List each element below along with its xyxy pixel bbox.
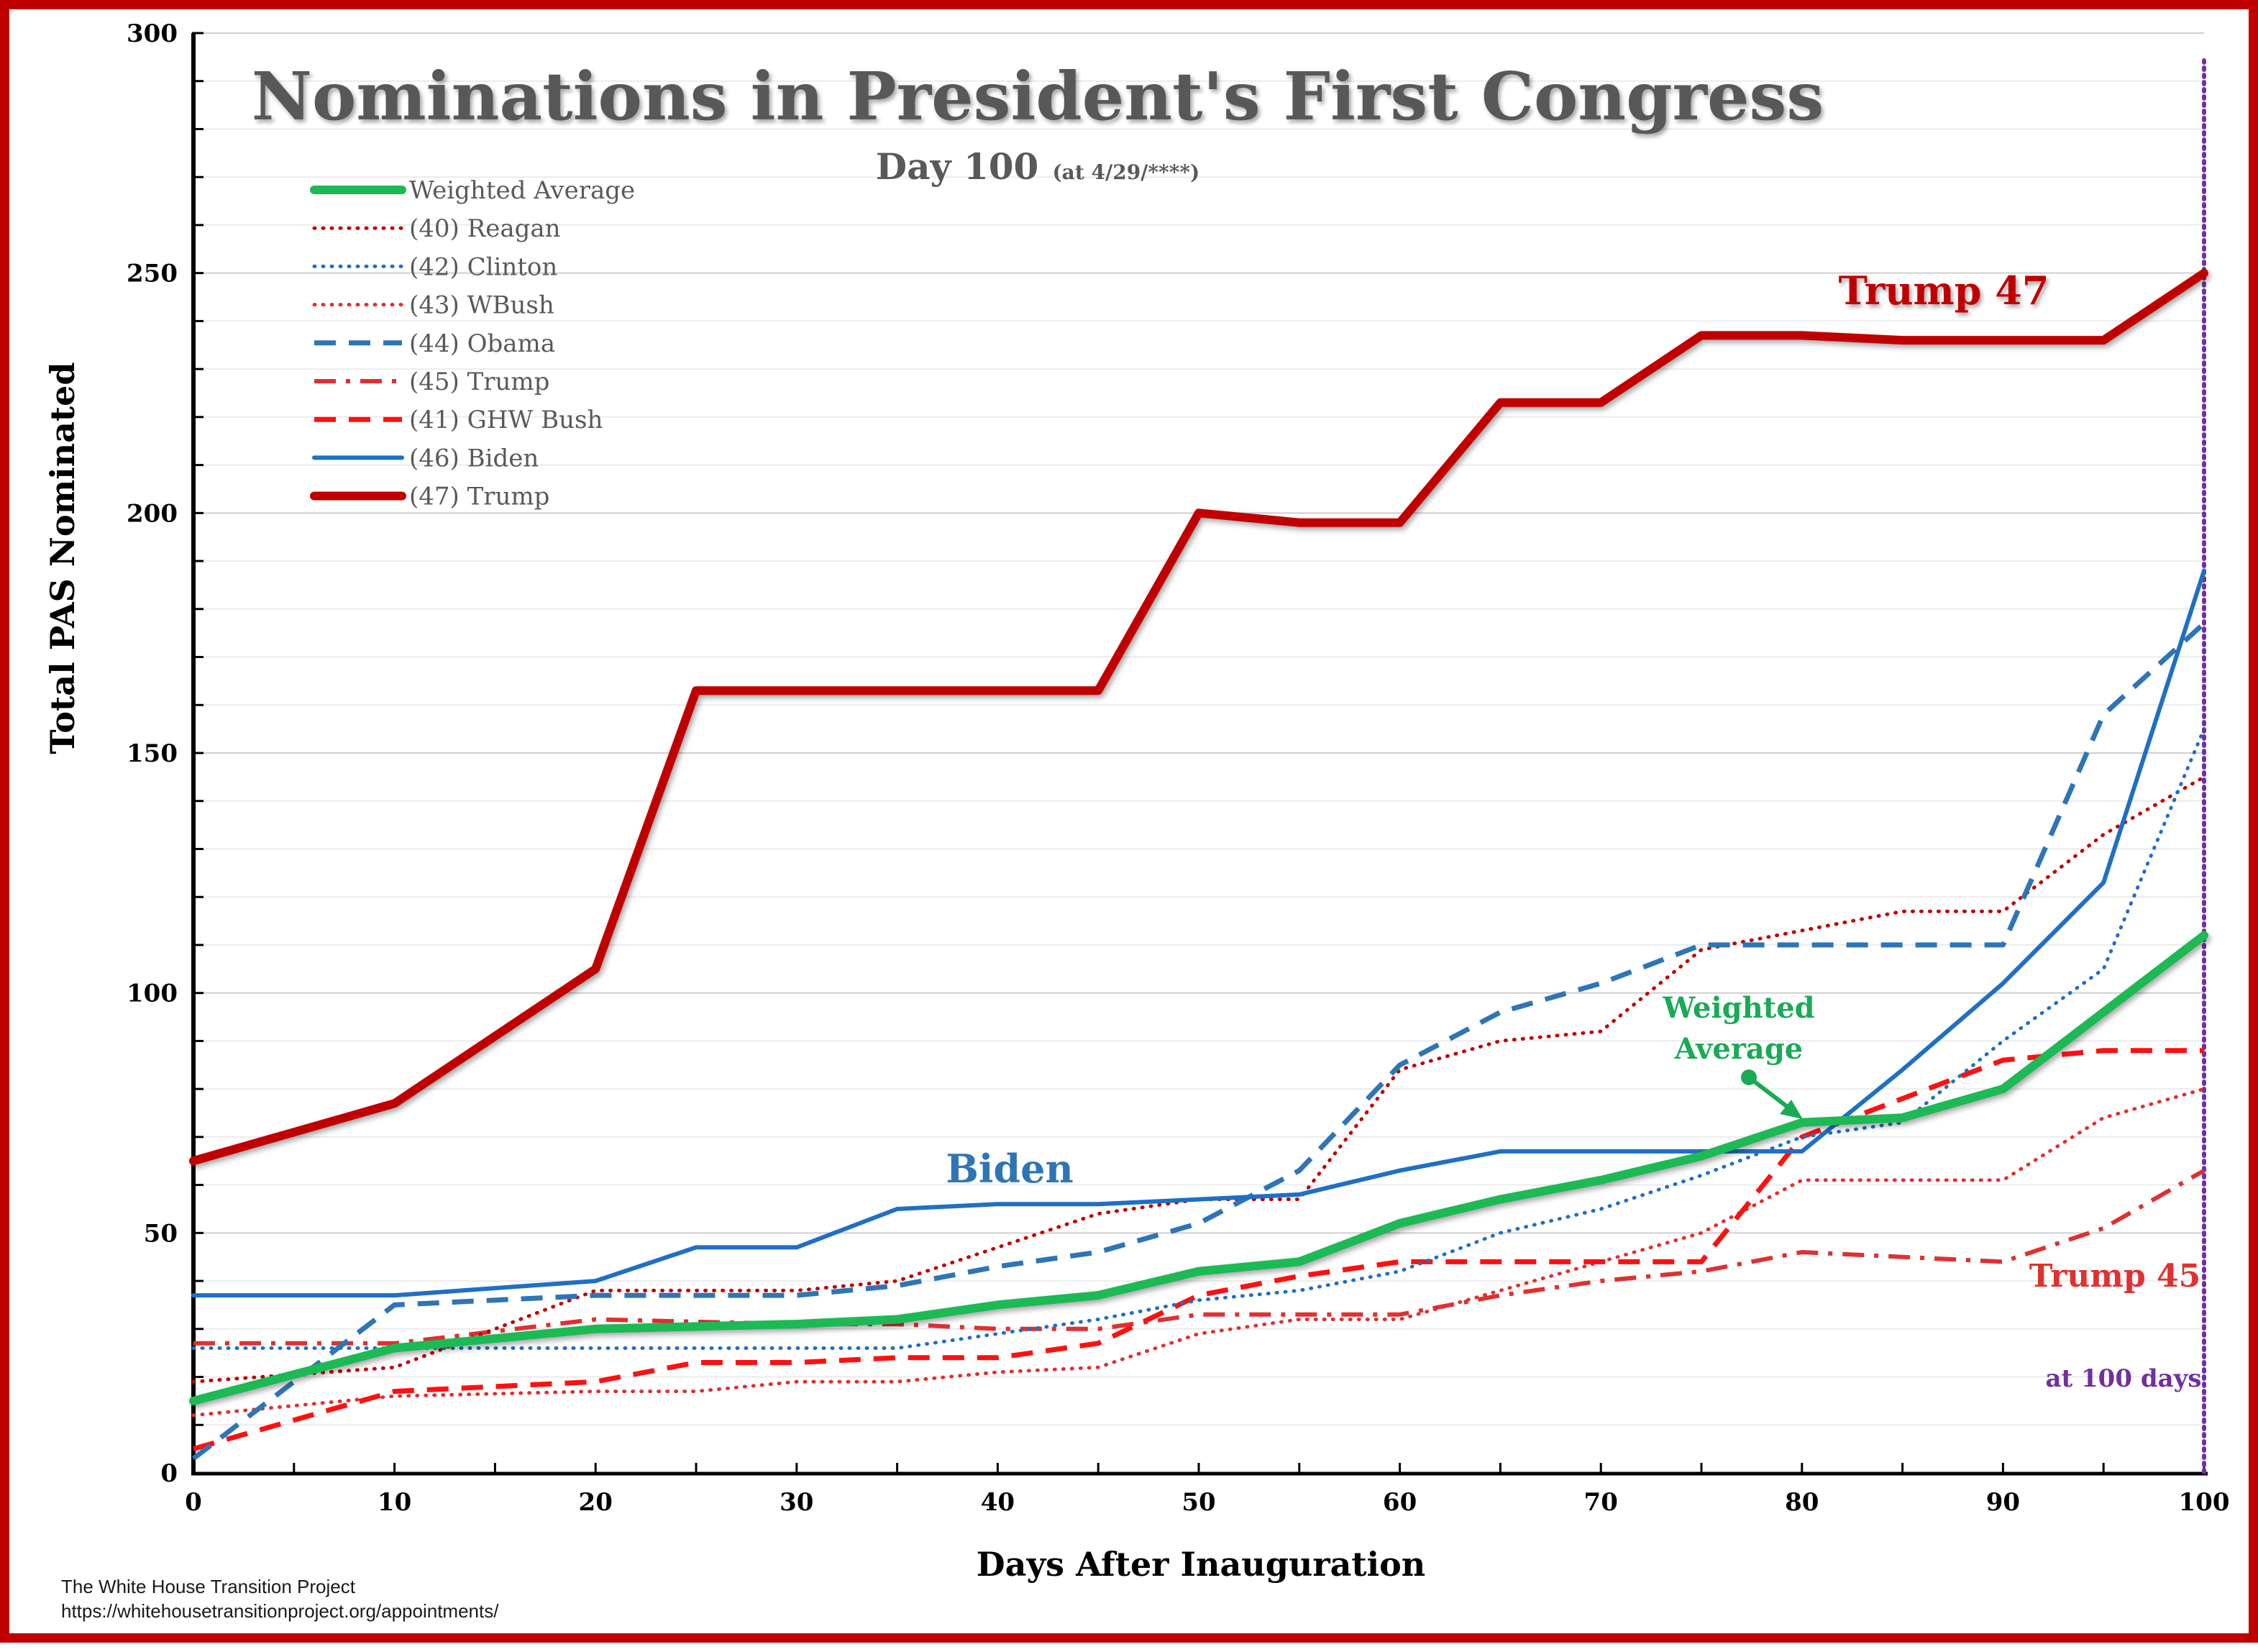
x-tick-label: 80 <box>1785 1488 1819 1517</box>
legend-label: (41) GHW Bush <box>409 406 603 434</box>
legend-label: (43) WBush <box>409 291 554 320</box>
y-tick-label: 250 <box>127 260 178 288</box>
weighted-average-arrow <box>1741 1069 1803 1119</box>
x-tick-label: 10 <box>378 1488 411 1517</box>
annotation-trump-45: Trump 45 <box>2029 1258 2201 1295</box>
series-line-40-reagan <box>191 775 2206 1384</box>
x-tick-label: 70 <box>1584 1488 1618 1517</box>
chart-subtitle: Day 100 (at 4/29/****) <box>876 145 1199 188</box>
y-axis-title: Total PAS Nominated <box>43 362 82 754</box>
series-line-43-wbush <box>191 1087 2206 1418</box>
x-tick-label: 100 <box>2179 1488 2230 1517</box>
legend-label: (42) Clinton <box>409 252 557 281</box>
x-tick-label: 40 <box>981 1488 1015 1517</box>
x-tick-label: 0 <box>185 1488 202 1517</box>
legend-label: (44) Obama <box>409 329 555 358</box>
y-tick-label: 0 <box>160 1459 178 1488</box>
annotation-at-100-days: at 100 days <box>2045 1364 2201 1393</box>
x-tick-label: 50 <box>1181 1488 1215 1517</box>
series-lines <box>189 268 2208 1461</box>
series-line-41-ghw-bush <box>193 1048 2204 1451</box>
source-credit: The White House Transition Project https… <box>61 1574 498 1623</box>
series-line-45-trump <box>193 1168 2206 1346</box>
subtitle-main: Day 100 <box>876 145 1039 188</box>
legend-label: Weighted Average <box>409 176 635 205</box>
subtitle-note: (at 4/29/****) <box>1052 160 1199 184</box>
y-tick-label: 50 <box>144 1219 178 1248</box>
legend-label: (40) Reagan <box>409 214 561 243</box>
y-tick-label: 100 <box>127 980 178 1008</box>
annotation-weighted-line1: Weighted <box>1662 991 1814 1025</box>
annotation-biden: Biden <box>946 1146 1074 1192</box>
legend-label: (47) Trump <box>409 483 549 511</box>
y-tick-label: 200 <box>127 499 178 528</box>
series-line-44-obama <box>191 621 2206 1461</box>
series-line-47-trump <box>189 268 2208 1166</box>
x-tick-label: 30 <box>780 1488 813 1517</box>
chart-title: Nominations in President's First Congres… <box>252 58 1824 135</box>
y-tick-label: 150 <box>127 739 178 768</box>
series-line-46-biden <box>191 568 2206 1298</box>
ticks: 0 50 100 150 200 250 300 0 10 20 30 40 50 60 70 80 90 100 <box>127 19 2229 1517</box>
gridlines <box>193 32 2204 1426</box>
x-tick-label: 60 <box>1383 1488 1417 1517</box>
legend: Weighted Average (40) Reagan (42) Clinton (… <box>310 176 635 511</box>
y-tick-label: 300 <box>127 19 178 48</box>
annotation-trump-47: Trump 47 <box>1839 268 2049 314</box>
source-organization: The White House Transition Project <box>61 1576 355 1597</box>
line-chart: 0 50 100 150 200 250 300 0 10 20 30 40 50 60 70 80 90 100… <box>43 19 2229 1584</box>
source-url[interactable]: https://whitehousetransitionproject.org/… <box>61 1600 499 1622</box>
legend-label: (46) Biden <box>409 444 539 473</box>
series-line-weighted-average <box>189 931 2208 1405</box>
annotation-weighted-line2: Average <box>1674 1032 1804 1066</box>
legend-label: (45) Trump <box>409 368 549 396</box>
x-tick-label: 20 <box>579 1488 613 1517</box>
x-axis-title: Days After Inauguration <box>977 1545 1425 1584</box>
x-tick-label: 90 <box>1986 1488 2020 1517</box>
